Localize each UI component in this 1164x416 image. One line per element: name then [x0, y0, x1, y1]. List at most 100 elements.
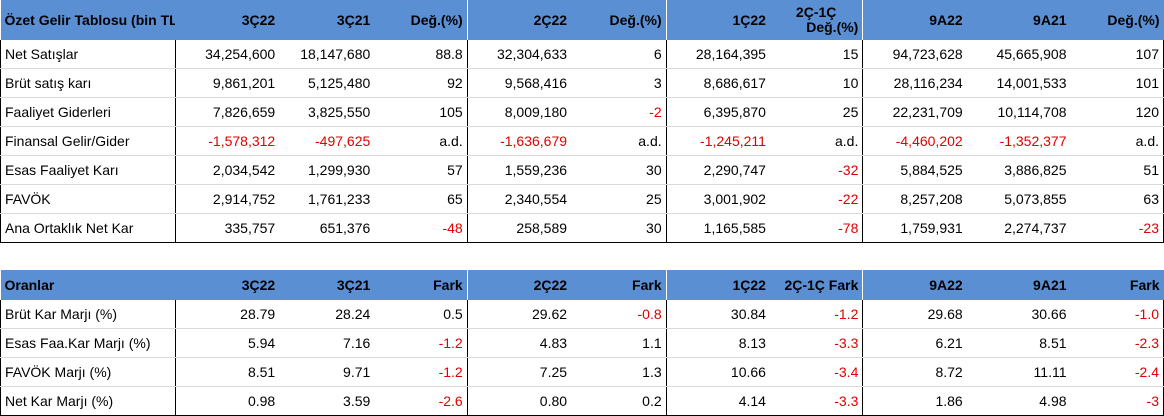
row-label: Brüt satış karı — [0, 68, 176, 98]
col-9a22: 9A22 — [862, 0, 967, 40]
value-cell: a.d. — [769, 126, 863, 156]
value-cell: 34,254,600 — [174, 40, 280, 69]
value-cell: 28,116,234 — [862, 68, 967, 98]
value-cell: 335,757 — [174, 213, 280, 243]
col-3c21: 3Ç21 — [279, 0, 375, 40]
value-cell: 18,147,680 — [279, 40, 375, 69]
row-label: Net Satışlar — [0, 40, 176, 69]
value-cell: 8,686,617 — [665, 68, 770, 98]
value-cell: -3.3 — [769, 386, 863, 416]
value-cell: 1,299,930 — [279, 155, 375, 185]
value-cell: 8,009,180 — [466, 97, 572, 127]
value-cell: 28.24 — [279, 300, 375, 329]
value-cell: 4.98 — [966, 386, 1071, 416]
col-diff-yoy: Fark — [374, 270, 468, 300]
value-cell: 258,589 — [466, 213, 572, 243]
ratio-row: Brüt Kar Marjı (%) 28.79 28.24 0.5 29.62 -0.8… — [0, 300, 1164, 329]
value-cell: 3 — [571, 68, 667, 98]
value-cell: a.d. — [374, 126, 468, 156]
col-change-yoy: Değ.(%) — [374, 0, 468, 40]
col-1c22: 1Ç22 — [665, 270, 770, 300]
value-cell: 11.11 — [966, 357, 1071, 387]
value-cell: 1,759,931 — [862, 213, 967, 243]
col-3c22: 3Ç22 — [175, 0, 280, 40]
value-cell: 2,034,542 — [174, 155, 280, 185]
value-cell: -2.3 — [1070, 328, 1164, 358]
income-row: Ana Ortaklık Net Kar 335,757 651,376 -48 258… — [0, 213, 1164, 243]
value-cell: 30 — [571, 213, 667, 243]
value-cell: 51 — [1070, 155, 1164, 185]
value-cell: 5,884,525 — [862, 155, 967, 185]
value-cell: -0.8 — [571, 300, 667, 329]
value-cell: 9.71 — [279, 357, 375, 387]
col-change-9m: Değ.(%) — [1070, 0, 1164, 40]
row-label: Esas Faa.Kar Marjı (%) — [0, 328, 176, 358]
ratio-row: Esas Faa.Kar Marjı (%) 5.94 7.16 -1.2 4.83 1.… — [0, 328, 1164, 358]
col-change-qoq: Değ.(%) — [571, 0, 667, 40]
row-label: Esas Faaliyet Karı — [0, 155, 176, 185]
value-cell: 2,274,737 — [966, 213, 1071, 243]
ratios-table-title: Oranlar — [0, 270, 176, 300]
value-cell: 28.79 — [174, 300, 280, 329]
income-row: Brüt satış karı 9,861,201 5,125,480 92 9,568… — [0, 68, 1164, 98]
value-cell: 5,125,480 — [279, 68, 375, 98]
value-cell: 8.51 — [174, 357, 280, 387]
value-cell: -1,245,211 — [665, 126, 770, 156]
value-cell: 32,304,633 — [466, 40, 572, 69]
row-label: Ana Ortaklık Net Kar — [0, 213, 176, 243]
value-cell: 65 — [374, 184, 468, 214]
col-2c22: 2Ç22 — [466, 270, 572, 300]
value-cell: 1.86 — [862, 386, 967, 416]
value-cell: 29.68 — [862, 300, 967, 329]
value-cell: -48 — [374, 213, 468, 243]
value-cell: -3 — [1070, 386, 1164, 416]
value-cell: 8.13 — [665, 328, 770, 358]
value-cell: 9,861,201 — [174, 68, 280, 98]
ratio-row: Net Kar Marjı (%) 0.98 3.59 -2.6 0.80 0.2 4.14… — [0, 386, 1164, 416]
income-row: Esas Faaliyet Karı 2,034,542 1,299,930 57 1,… — [0, 155, 1164, 185]
value-cell: 120 — [1070, 97, 1164, 127]
value-cell: 1,559,236 — [466, 155, 572, 185]
value-cell: 22,231,709 — [862, 97, 967, 127]
value-cell: 10,114,708 — [966, 97, 1071, 127]
income-row: Faaliyet Giderleri 7,826,659 3,825,550 105 8… — [0, 97, 1164, 127]
row-label: FAVÖK — [0, 184, 176, 214]
header-2c1c-line2: Değ.(%) — [806, 19, 859, 35]
value-cell: 14,001,533 — [966, 68, 1071, 98]
value-cell: -23 — [1070, 213, 1164, 243]
value-cell: 10 — [769, 68, 863, 98]
value-cell: 105 — [374, 97, 468, 127]
value-cell: 5.94 — [174, 328, 280, 358]
col-change-2c-1c: 2Ç-1Ç Değ.(%) — [769, 0, 863, 40]
value-cell: -1,636,679 — [466, 126, 572, 156]
value-cell: 88.8 — [374, 40, 468, 69]
col-3c22: 3Ç22 — [175, 270, 280, 300]
value-cell: 1,165,585 — [665, 213, 770, 243]
value-cell: 45,665,908 — [966, 40, 1071, 69]
value-cell: 1.3 — [571, 357, 667, 387]
value-cell: 63 — [1070, 184, 1164, 214]
value-cell: 7,826,659 — [174, 97, 280, 127]
value-cell: 0.80 — [466, 386, 572, 416]
value-cell: -2.6 — [374, 386, 468, 416]
col-2c22: 2Ç22 — [466, 0, 572, 40]
row-label: FAVÖK Marjı (%) — [0, 357, 176, 387]
col-diff-9m: Fark — [1070, 270, 1164, 300]
value-cell: 10.66 — [665, 357, 770, 387]
value-cell: -2.4 — [1070, 357, 1164, 387]
col-diff-2c-1c: 2Ç-1Ç Fark — [769, 270, 863, 300]
value-cell: 25 — [571, 184, 667, 214]
row-label: Finansal Gelir/Gider — [0, 126, 176, 156]
value-cell: 8,257,208 — [862, 184, 967, 214]
value-cell: 57 — [374, 155, 468, 185]
header-2c1c-line1: 2Ç-1Ç — [795, 4, 837, 20]
row-label: Faaliyet Giderleri — [0, 97, 176, 127]
value-cell: 30.84 — [665, 300, 770, 329]
value-cell: a.d. — [571, 126, 667, 156]
value-cell: 9,568,416 — [466, 68, 572, 98]
value-cell: 29.62 — [466, 300, 572, 329]
ratio-row: FAVÖK Marjı (%) 8.51 9.71 -1.2 7.25 1.3 10.66-… — [0, 357, 1164, 387]
value-cell: -22 — [769, 184, 863, 214]
value-cell: -1.2 — [374, 357, 468, 387]
value-cell: 2,290,747 — [665, 155, 770, 185]
